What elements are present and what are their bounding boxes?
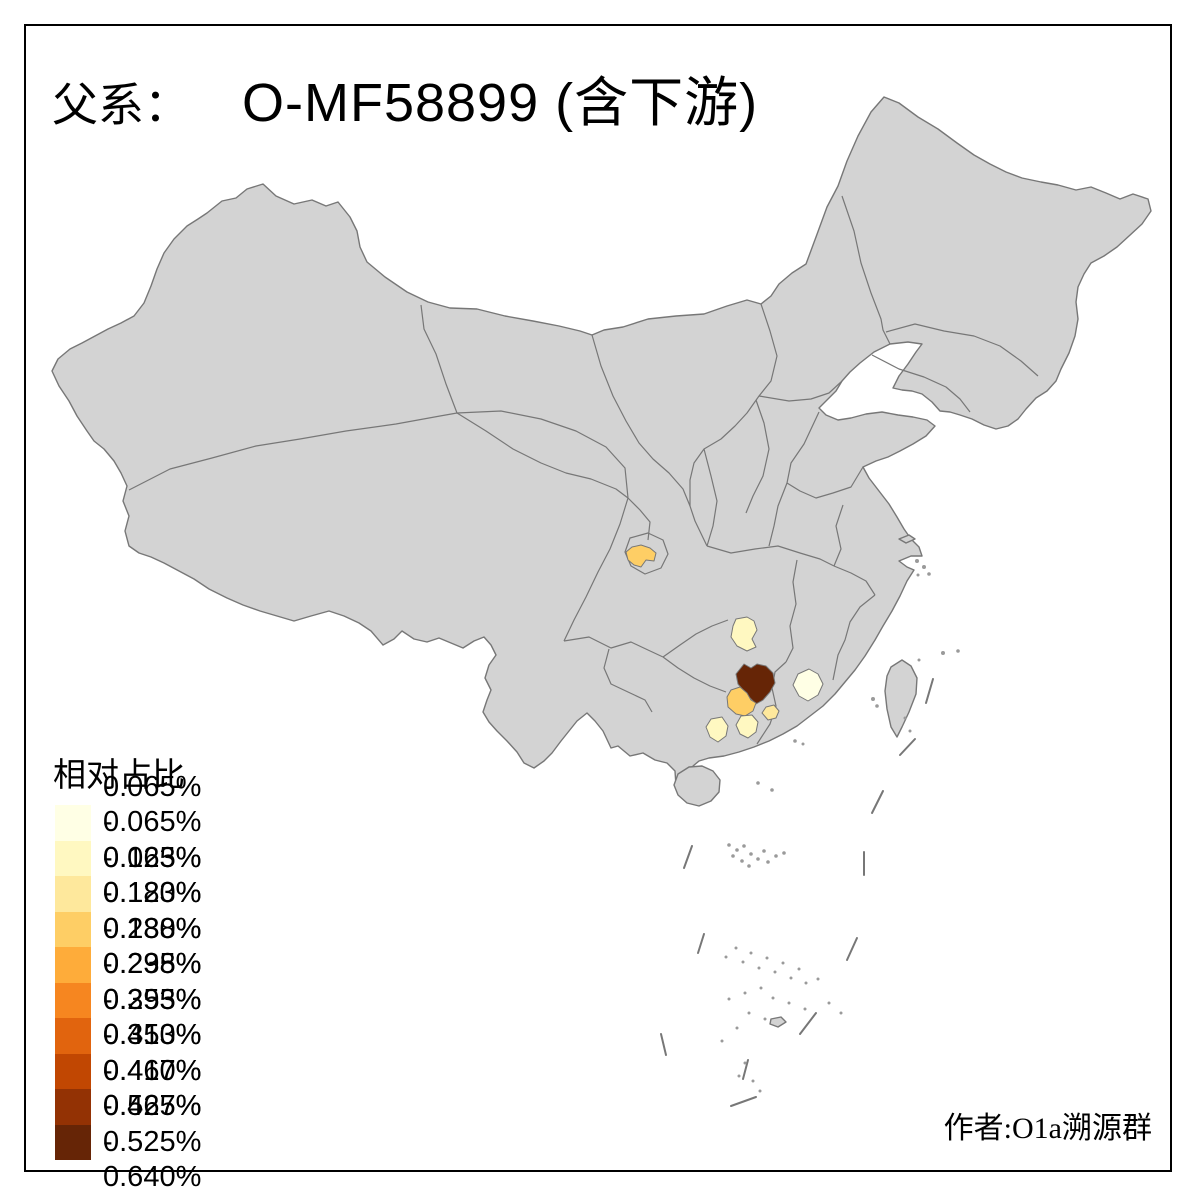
spratly-large-islet <box>769 1016 787 1028</box>
legend-title: 相对占比 <box>53 758 185 794</box>
legend-swatch <box>55 911 91 947</box>
legend-label: 0.467% - 0.525% <box>103 1054 202 1158</box>
author-credit: 作者:O1a溯源群 <box>943 1112 1152 1145</box>
legend-row: 0.065% - 0.123% <box>55 806 201 909</box>
chongming-island <box>898 534 916 544</box>
mainland-china-shape <box>51 96 1152 791</box>
title-label: 父系： <box>52 80 190 131</box>
region-guangdong-north <box>792 668 824 702</box>
region-guangxi-southwest <box>705 716 729 743</box>
legend-label: 0.065% - 0.065% <box>103 770 202 874</box>
nine-dash-line <box>660 678 934 1107</box>
islands <box>673 534 918 1028</box>
legend-label: 0.065% - 0.123% <box>103 806 202 909</box>
legend-items: 0.065% - 0.065% 0.065% - 0.123% 0.123% - 0… <box>55 771 201 1193</box>
legend-label: 0.295% - 0.353% <box>103 948 202 1051</box>
legend-label: 0.410% - 0.467% <box>103 1019 202 1122</box>
legend-swatch <box>55 947 91 983</box>
legend-swatch <box>55 1089 91 1125</box>
legend-label: 0.123% - 0.180% <box>103 841 202 945</box>
page-title: 父系： O-MF58899 (含下游) <box>52 58 758 137</box>
hainan-island <box>673 765 721 807</box>
legend-row: 0.238% - 0.295% <box>55 913 201 1016</box>
region-hunan-west <box>730 616 758 652</box>
highlighted-regions <box>625 544 824 743</box>
legend-row: 0.467% - 0.525% <box>55 1055 201 1158</box>
legend-row: 0.525% - 0.640% <box>55 1090 201 1193</box>
region-chongqing-area <box>625 544 657 568</box>
province-borders <box>128 195 1039 745</box>
legend-row: 0.065% - 0.065% <box>55 771 201 874</box>
legend-row: 0.410% - 0.467% <box>55 1019 201 1122</box>
legend-label: 0.525% - 0.640% <box>103 1090 202 1193</box>
sea-islets <box>720 559 960 1093</box>
legend-row: 0.353% - 0.410% <box>55 984 201 1087</box>
legend-swatch <box>55 1053 91 1089</box>
legend-swatch <box>55 840 91 876</box>
legend-swatch <box>55 805 91 841</box>
legend-row: 0.180% - 0.238% <box>55 877 201 980</box>
legend-label: 0.180% - 0.238% <box>103 877 202 980</box>
legend-label: 0.238% - 0.295% <box>103 912 202 1016</box>
legend: 相对占比 0.065% - 0.065% 0.065% - 0.123% 0.123… <box>53 748 201 1193</box>
region-guangxi-south <box>735 714 759 739</box>
region-guangxi-east <box>761 704 780 721</box>
legend-swatch <box>55 876 91 912</box>
taiwan-island <box>884 659 918 738</box>
title-value: O-MF58899 (含下游) <box>242 73 759 133</box>
region-guangxi-central <box>726 686 757 717</box>
legend-row: 0.123% - 0.180% <box>55 842 201 945</box>
legend-swatch <box>55 1018 91 1054</box>
legend-swatch <box>55 1124 91 1160</box>
legend-row: 0.295% - 0.353% <box>55 948 201 1051</box>
legend-label: 0.353% - 0.410% <box>103 983 202 1087</box>
region-guangxi-north <box>735 663 776 705</box>
legend-swatch <box>55 982 91 1018</box>
